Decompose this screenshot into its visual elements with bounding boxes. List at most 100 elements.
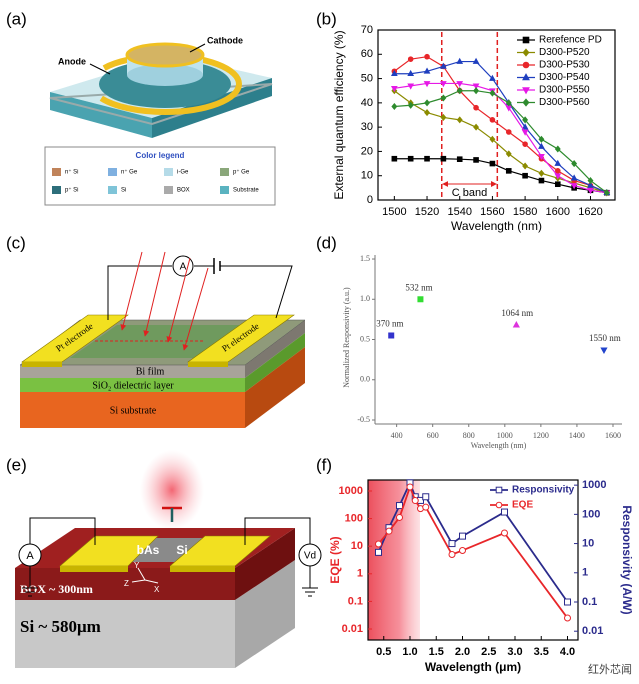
marker <box>603 189 610 197</box>
legend-label: BOX <box>177 188 190 194</box>
layer-label: Si substrate <box>110 405 157 416</box>
layer-label: SiO₂ dielectric layer <box>92 380 174 391</box>
marker <box>600 347 608 355</box>
marker <box>456 87 463 95</box>
panel-label: (b) <box>316 9 337 28</box>
y2-tick-label: 1 <box>582 567 588 579</box>
wire <box>220 265 293 319</box>
marker <box>587 187 594 195</box>
electrode-edge <box>170 566 235 572</box>
x-tick-label: 1540 <box>447 206 471 218</box>
marker <box>422 503 430 511</box>
x-tick-label: 1580 <box>513 206 537 218</box>
substrate-label: Si ~ 580μm <box>20 617 101 636</box>
marker <box>407 101 414 109</box>
marker <box>456 57 464 64</box>
marker <box>538 142 545 149</box>
box-front <box>15 568 235 600</box>
marker <box>396 513 403 521</box>
device-a: Anode Cathode Color legend <box>44 35 276 206</box>
marker <box>489 160 496 167</box>
electrode-edge <box>60 566 128 572</box>
dielectric-side <box>245 333 305 392</box>
marker <box>512 320 520 328</box>
legend-label: Responsivity <box>512 485 575 496</box>
marker <box>424 155 430 162</box>
data-label: 1550 nm <box>589 333 621 343</box>
marker <box>440 94 447 102</box>
x-tick-label: 1560 <box>480 206 504 218</box>
marker <box>407 83 415 90</box>
y-tick-label: 1 <box>357 568 363 580</box>
film-front <box>20 365 245 378</box>
flake-label: bAs <box>137 543 160 557</box>
substrate-front <box>20 392 245 428</box>
marker <box>489 89 496 97</box>
marker <box>391 155 398 162</box>
legend-marker <box>522 87 530 95</box>
y2-tick-label: 0.1 <box>582 596 597 608</box>
legend-label: D300-P530 <box>539 60 590 71</box>
marker <box>489 74 496 81</box>
legend-marker <box>522 36 530 44</box>
y-tick-label: 1000 <box>339 485 363 497</box>
marker <box>554 145 561 153</box>
y2-tick-label: 0.01 <box>582 625 603 637</box>
marker <box>440 62 447 69</box>
layer-labels: Bi film SiO₂ dielectric layer Si substra… <box>92 366 174 416</box>
legend-marker <box>522 73 530 81</box>
light-ray <box>143 251 166 337</box>
chart: 400 600 800 1000 1200 1400 1600 -0.5 0.0 0.5 1.0 1.… <box>342 254 622 450</box>
visible-band <box>368 480 420 640</box>
plot-frame <box>377 29 616 201</box>
electrode-edge <box>22 362 62 367</box>
legend-label: p⁺ Si <box>65 187 79 194</box>
axis-arrow <box>144 579 159 584</box>
marker <box>473 104 479 111</box>
marker <box>440 113 447 121</box>
y-tick-label: 1.5 <box>360 254 370 263</box>
marker <box>422 493 430 501</box>
y2-tick-label: 100 <box>582 508 600 520</box>
y-axis-label: External quantum efficiency (%) <box>332 30 346 199</box>
layer-label: Bi film <box>136 366 165 377</box>
device-c: Pt electrode Pt electrode A Bi film SiO₂… <box>19 251 306 428</box>
data-label: 532 nm <box>405 282 432 292</box>
marker <box>505 168 512 174</box>
x-tick-label: 1620 <box>578 206 602 218</box>
y-tick-label: 100 <box>345 512 363 524</box>
cathode-label: Cathode <box>207 35 243 45</box>
marker <box>391 102 398 111</box>
axis-arrow <box>131 579 146 583</box>
y-tick-label: 10 <box>361 170 373 182</box>
marker <box>423 67 431 74</box>
channel-label: Si <box>176 543 187 557</box>
axis-label: Z <box>124 579 129 588</box>
band-label: C band <box>452 187 487 199</box>
x-tick-label: 1400 <box>569 431 585 440</box>
wire <box>244 517 311 545</box>
substrate-side <box>245 347 305 428</box>
ammeter-label: A <box>180 262 187 273</box>
y-tick-label: -0.5 <box>357 415 370 424</box>
x-axis-label: Wavelength (μm) <box>425 660 521 674</box>
film-side <box>245 320 305 378</box>
light-ray <box>182 267 209 351</box>
marker <box>440 155 447 162</box>
light-beam <box>140 450 204 530</box>
x-tick-label: 1.5 <box>429 646 444 658</box>
marker <box>505 129 512 135</box>
marker <box>564 598 571 606</box>
x-tick-label: 4.0 <box>560 646 575 658</box>
substrate-side <box>235 560 295 668</box>
marker <box>505 150 512 158</box>
marker <box>554 159 562 166</box>
legend-swatch <box>108 186 117 194</box>
marker <box>456 156 463 162</box>
marker <box>521 129 529 136</box>
y-tick-label: 10 <box>351 540 363 552</box>
box-side <box>235 528 295 600</box>
marker <box>388 332 395 339</box>
light-ray <box>120 251 143 331</box>
y-tick-label: 0.5 <box>360 334 370 343</box>
